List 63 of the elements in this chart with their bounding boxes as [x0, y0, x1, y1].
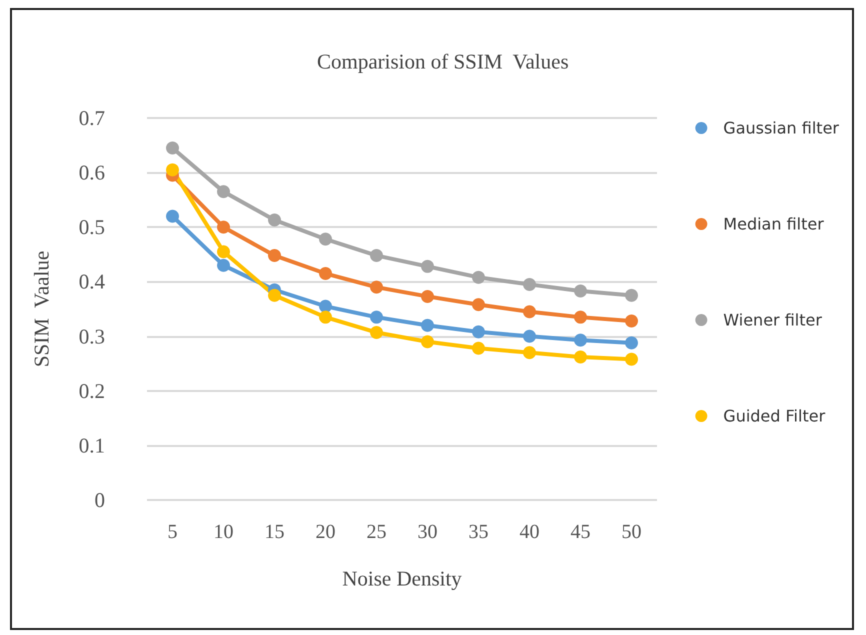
x-tick-label: 45: [570, 521, 590, 543]
point: [166, 210, 179, 223]
point: [625, 352, 638, 366]
point: [268, 249, 281, 262]
point: [523, 278, 536, 291]
y-tick-label: 0.1: [78, 433, 105, 458]
y-tick-label: 0.7: [78, 106, 105, 130]
point: [625, 336, 638, 350]
point: [217, 185, 230, 198]
y-tick-label: 0: [94, 488, 105, 512]
y-tick-label: 0.4: [78, 270, 106, 294]
x-tick-label: 10: [214, 521, 234, 543]
y-tick-label: 0.2: [78, 378, 105, 403]
x-tick-label: 5: [168, 521, 178, 543]
point: [370, 310, 383, 324]
point: [370, 280, 383, 294]
point: [319, 310, 332, 324]
y-tick-label: 0.6: [78, 160, 105, 185]
point: [421, 318, 434, 332]
point: [523, 346, 536, 360]
legend-label: Guided Filter: [723, 406, 826, 426]
legend-label: Median filter: [723, 214, 824, 234]
point: [370, 326, 383, 339]
legend-label: Gaussian filter: [723, 118, 840, 138]
point: [217, 245, 230, 258]
chart-title: Comparision of SSIM Values: [317, 50, 569, 74]
x-tick-label: 50: [622, 521, 642, 543]
point: [574, 284, 587, 298]
point: [523, 305, 536, 318]
point: [625, 314, 638, 328]
point: [574, 310, 587, 324]
y-axis-title: SSIM Vaalue: [30, 250, 54, 368]
point: [421, 260, 434, 273]
point: [523, 330, 536, 343]
point: [268, 288, 281, 302]
point: [574, 334, 587, 347]
point: [217, 220, 230, 234]
point: [268, 214, 281, 227]
x-tick-label: 15: [264, 521, 284, 543]
point: [166, 163, 179, 176]
x-tick-label: 30: [418, 521, 438, 543]
y-tick-label: 0.5: [78, 215, 105, 240]
point: [217, 258, 230, 272]
point: [574, 350, 587, 364]
point: [319, 267, 332, 280]
point: [421, 290, 434, 303]
point: [472, 298, 485, 312]
x-tick-label: 35: [468, 521, 488, 543]
point: [370, 249, 383, 262]
x-axis-title: Noise Density: [342, 566, 462, 590]
x-tick-label: 20: [316, 521, 336, 543]
point: [472, 270, 485, 284]
point: [472, 325, 485, 338]
point: [319, 300, 332, 313]
point: [319, 232, 332, 246]
point: [166, 142, 179, 155]
legend-label: Wiener filter: [723, 310, 822, 330]
y-tick-label: 0.3: [78, 324, 105, 348]
x-tick-label: 40: [520, 521, 540, 543]
x-tick-label: 25: [366, 521, 386, 543]
point: [421, 335, 434, 348]
point: [472, 342, 485, 355]
point: [625, 288, 638, 302]
